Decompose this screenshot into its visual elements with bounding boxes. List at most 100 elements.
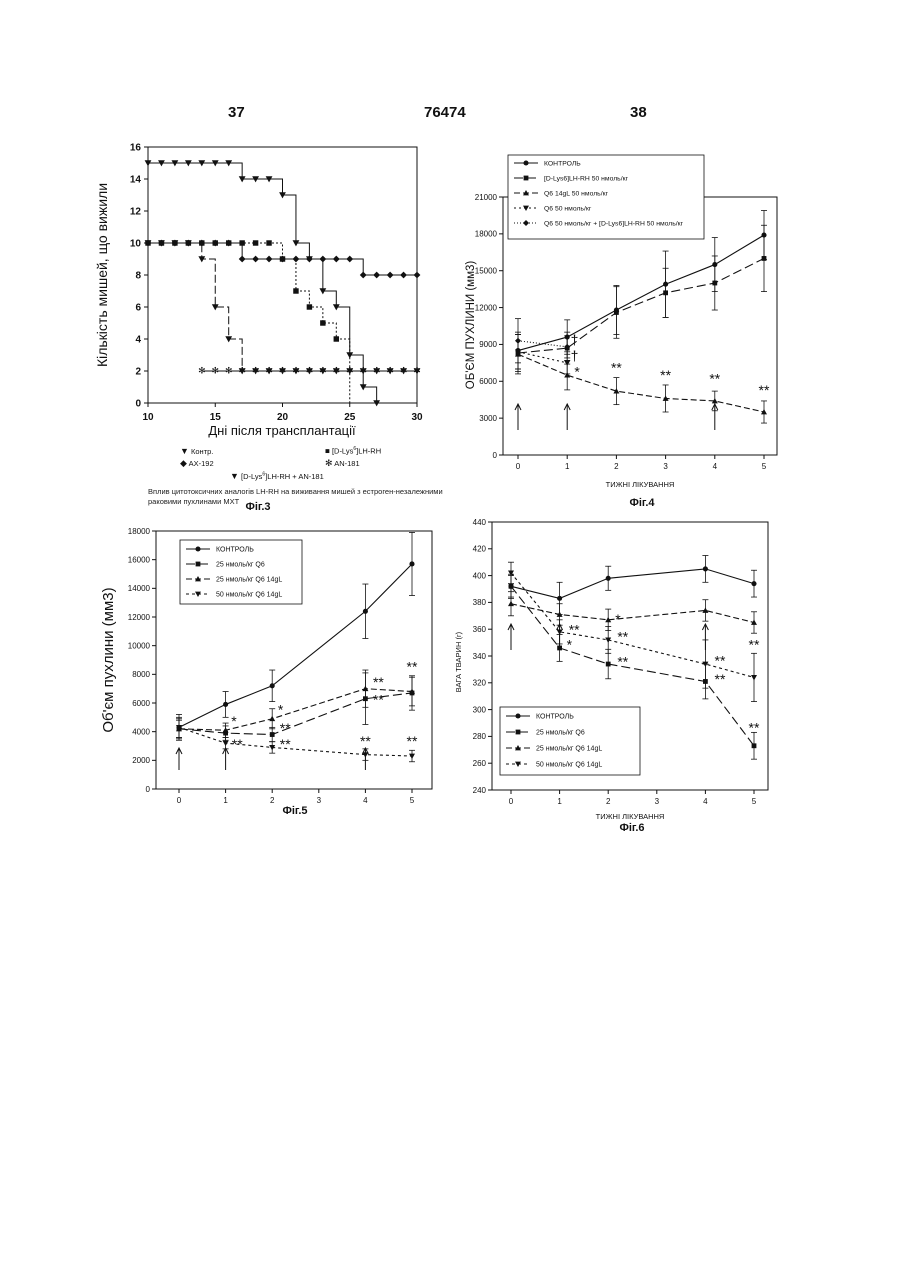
significance-marker: ** [617, 654, 628, 670]
y-tick-label: 240 [473, 786, 487, 795]
significance-marker: * [574, 363, 580, 379]
significance-marker: ** [569, 622, 580, 638]
legend-label: Q6 50 нмоль/кг + [D-Lys6]LH-RH 50 нмоль/… [544, 220, 684, 227]
data-point-circle [606, 576, 611, 581]
y-tick-label: 16 [130, 143, 142, 154]
x-tick-label: 0 [509, 797, 514, 806]
significance-marker: ** [715, 671, 726, 687]
data-point-square [663, 290, 668, 295]
y-tick-label: 18000 [475, 230, 498, 239]
significance-marker: ** [360, 733, 371, 749]
legend-item-an181: ✻ AN-181 [325, 458, 360, 469]
data-point-circle [703, 566, 708, 571]
figure-3-label: Фіг.3 [228, 501, 288, 513]
legend-label: AX-192 [189, 459, 214, 468]
data-point-square [226, 240, 231, 245]
series-line [518, 354, 764, 412]
data-point-circle [557, 596, 562, 601]
y-tick-label: 14 [130, 175, 142, 186]
x-tick-label: 2 [614, 462, 619, 471]
data-point-diamond [515, 338, 521, 344]
data-point-diamond [266, 256, 273, 263]
data-point-circle [195, 546, 200, 551]
x-tick-label: 2 [606, 797, 611, 806]
y-tick-label: 9000 [479, 340, 497, 349]
y-tick-label: 6000 [132, 699, 150, 708]
data-point-triangle-down [508, 571, 514, 576]
series-line [518, 258, 764, 353]
data-point-circle [363, 609, 368, 614]
legend-label: [D-Lys [241, 472, 262, 481]
y-tick-label: 3000 [479, 414, 497, 423]
data-point-circle [523, 160, 528, 165]
data-point-diamond [360, 272, 367, 279]
data-point-diamond [333, 256, 340, 263]
data-point-circle [751, 581, 756, 586]
y-tick-label: 0 [493, 451, 498, 460]
y-tick-label: 420 [473, 545, 487, 554]
data-point-circle [515, 713, 520, 718]
x-tick-label: 25 [344, 412, 356, 423]
y-tick-label: 360 [473, 625, 487, 634]
y-tick-label: 300 [473, 705, 487, 714]
data-point-square [266, 240, 271, 245]
data-point-square [334, 336, 339, 341]
y-axis-label: Об'єм пухлини (мм3) [100, 587, 117, 732]
data-point-square [516, 730, 521, 735]
significance-marker: ** [373, 674, 384, 690]
legend-label: 25 нмоль/кг Q6 [536, 729, 585, 736]
document-number: 76474 [424, 104, 466, 121]
data-point-triangle-down [564, 360, 570, 365]
data-point-square [239, 240, 244, 245]
figure-3-legend: ▼ Контр. ◆ AX-192 ■ [D-Lys6]LH-RH ✻ AN-1… [180, 446, 440, 486]
y-tick-label: 380 [473, 598, 487, 607]
data-point-square [752, 743, 757, 748]
y-tick-label: 14000 [128, 584, 151, 593]
data-point-diamond [387, 272, 394, 279]
x-tick-label: 15 [210, 412, 222, 423]
significance-marker: * [278, 701, 284, 717]
series-line [518, 235, 764, 350]
x-tick-label: 5 [410, 796, 415, 805]
legend-label: ]LH-RH [356, 447, 381, 456]
significance-marker: ** [280, 736, 291, 752]
series-line [148, 243, 350, 403]
series-line [518, 341, 567, 347]
significance-marker: ** [407, 658, 418, 674]
figure-5-chart: 0123450200040006000800010000120001400016… [95, 520, 440, 820]
x-tick-label: 20 [277, 412, 289, 423]
legend-label: КОНТРОЛЬ [216, 546, 254, 553]
page-number-right: 38 [630, 104, 647, 121]
significance-marker: ** [617, 628, 628, 644]
figure-4-svg: 012345030006000900012000150001800021000 … [460, 145, 795, 495]
y-tick-label: 6 [135, 303, 141, 314]
x-tick-label: 4 [713, 462, 718, 471]
x-axis-label: ТИЖНІ ЛІКУВАННЯ [596, 812, 665, 821]
x-tick-label: 1 [557, 797, 562, 806]
significance-marker: * [615, 611, 621, 627]
legend-label: 25 нмоль/кг Q6 14gL [536, 745, 602, 752]
x-tick-label: 4 [363, 796, 368, 805]
series-line [148, 163, 377, 403]
y-tick-label: 8000 [132, 670, 150, 679]
legend-label: КОНТРОЛЬ [536, 713, 574, 720]
page-number-left: 37 [228, 104, 245, 121]
y-tick-label: 400 [473, 571, 487, 580]
legend-label: Q6 50 нмоль/кг [544, 205, 592, 212]
data-point-diamond [346, 256, 353, 263]
data-point-triangle-up [508, 601, 514, 606]
data-point-square [320, 320, 325, 325]
series-line [511, 569, 754, 598]
series-line [511, 604, 754, 623]
significance-marker: ** [749, 719, 760, 735]
x-tick-label: 4 [703, 797, 708, 806]
star-icon: ✻ [325, 458, 333, 468]
data-point-diamond [252, 256, 259, 263]
x-tick-label: 5 [752, 797, 757, 806]
legend-label: AN-181 [334, 459, 359, 468]
y-tick-label: 320 [473, 679, 487, 688]
figure-6-chart: 012345240260280300320340360380400420440 … [450, 512, 790, 832]
y-tick-label: 15000 [475, 267, 498, 276]
y-tick-label: 280 [473, 732, 487, 741]
legend-item-control: ▼ Контр. [180, 446, 213, 456]
